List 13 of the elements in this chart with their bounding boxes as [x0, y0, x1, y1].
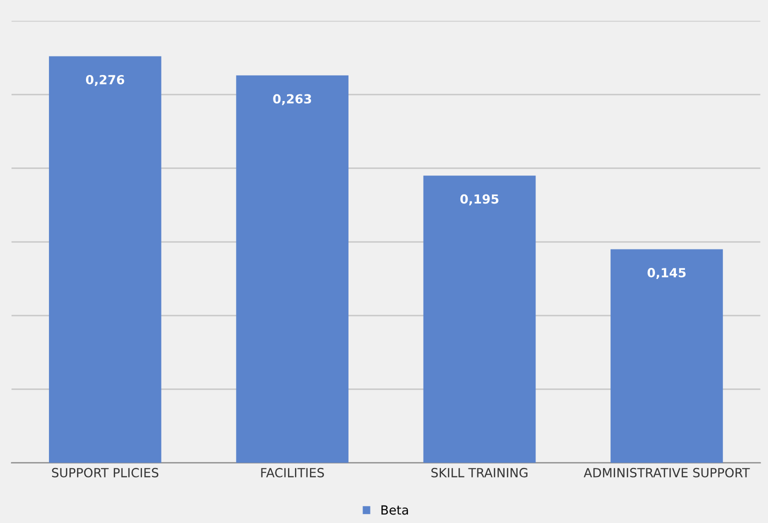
- x-tick-label: SKILL TRAINING: [431, 468, 528, 478]
- data-label: 0,145: [648, 268, 686, 279]
- data-label: 0,263: [273, 94, 312, 106]
- bar: [610, 249, 723, 463]
- data-label: 0,276: [86, 74, 124, 86]
- bar: [423, 176, 536, 463]
- legend-label: Beta: [381, 505, 408, 515]
- bar: [236, 75, 348, 463]
- x-tick-label: FACILITIES: [261, 468, 324, 478]
- bar: [48, 56, 162, 463]
- data-label: 0,195: [460, 194, 498, 206]
- x-tick-label: ADMINISTRATIVE SUPPORT: [584, 468, 750, 478]
- x-tick-label: SUPPORT PLICIES: [52, 468, 158, 478]
